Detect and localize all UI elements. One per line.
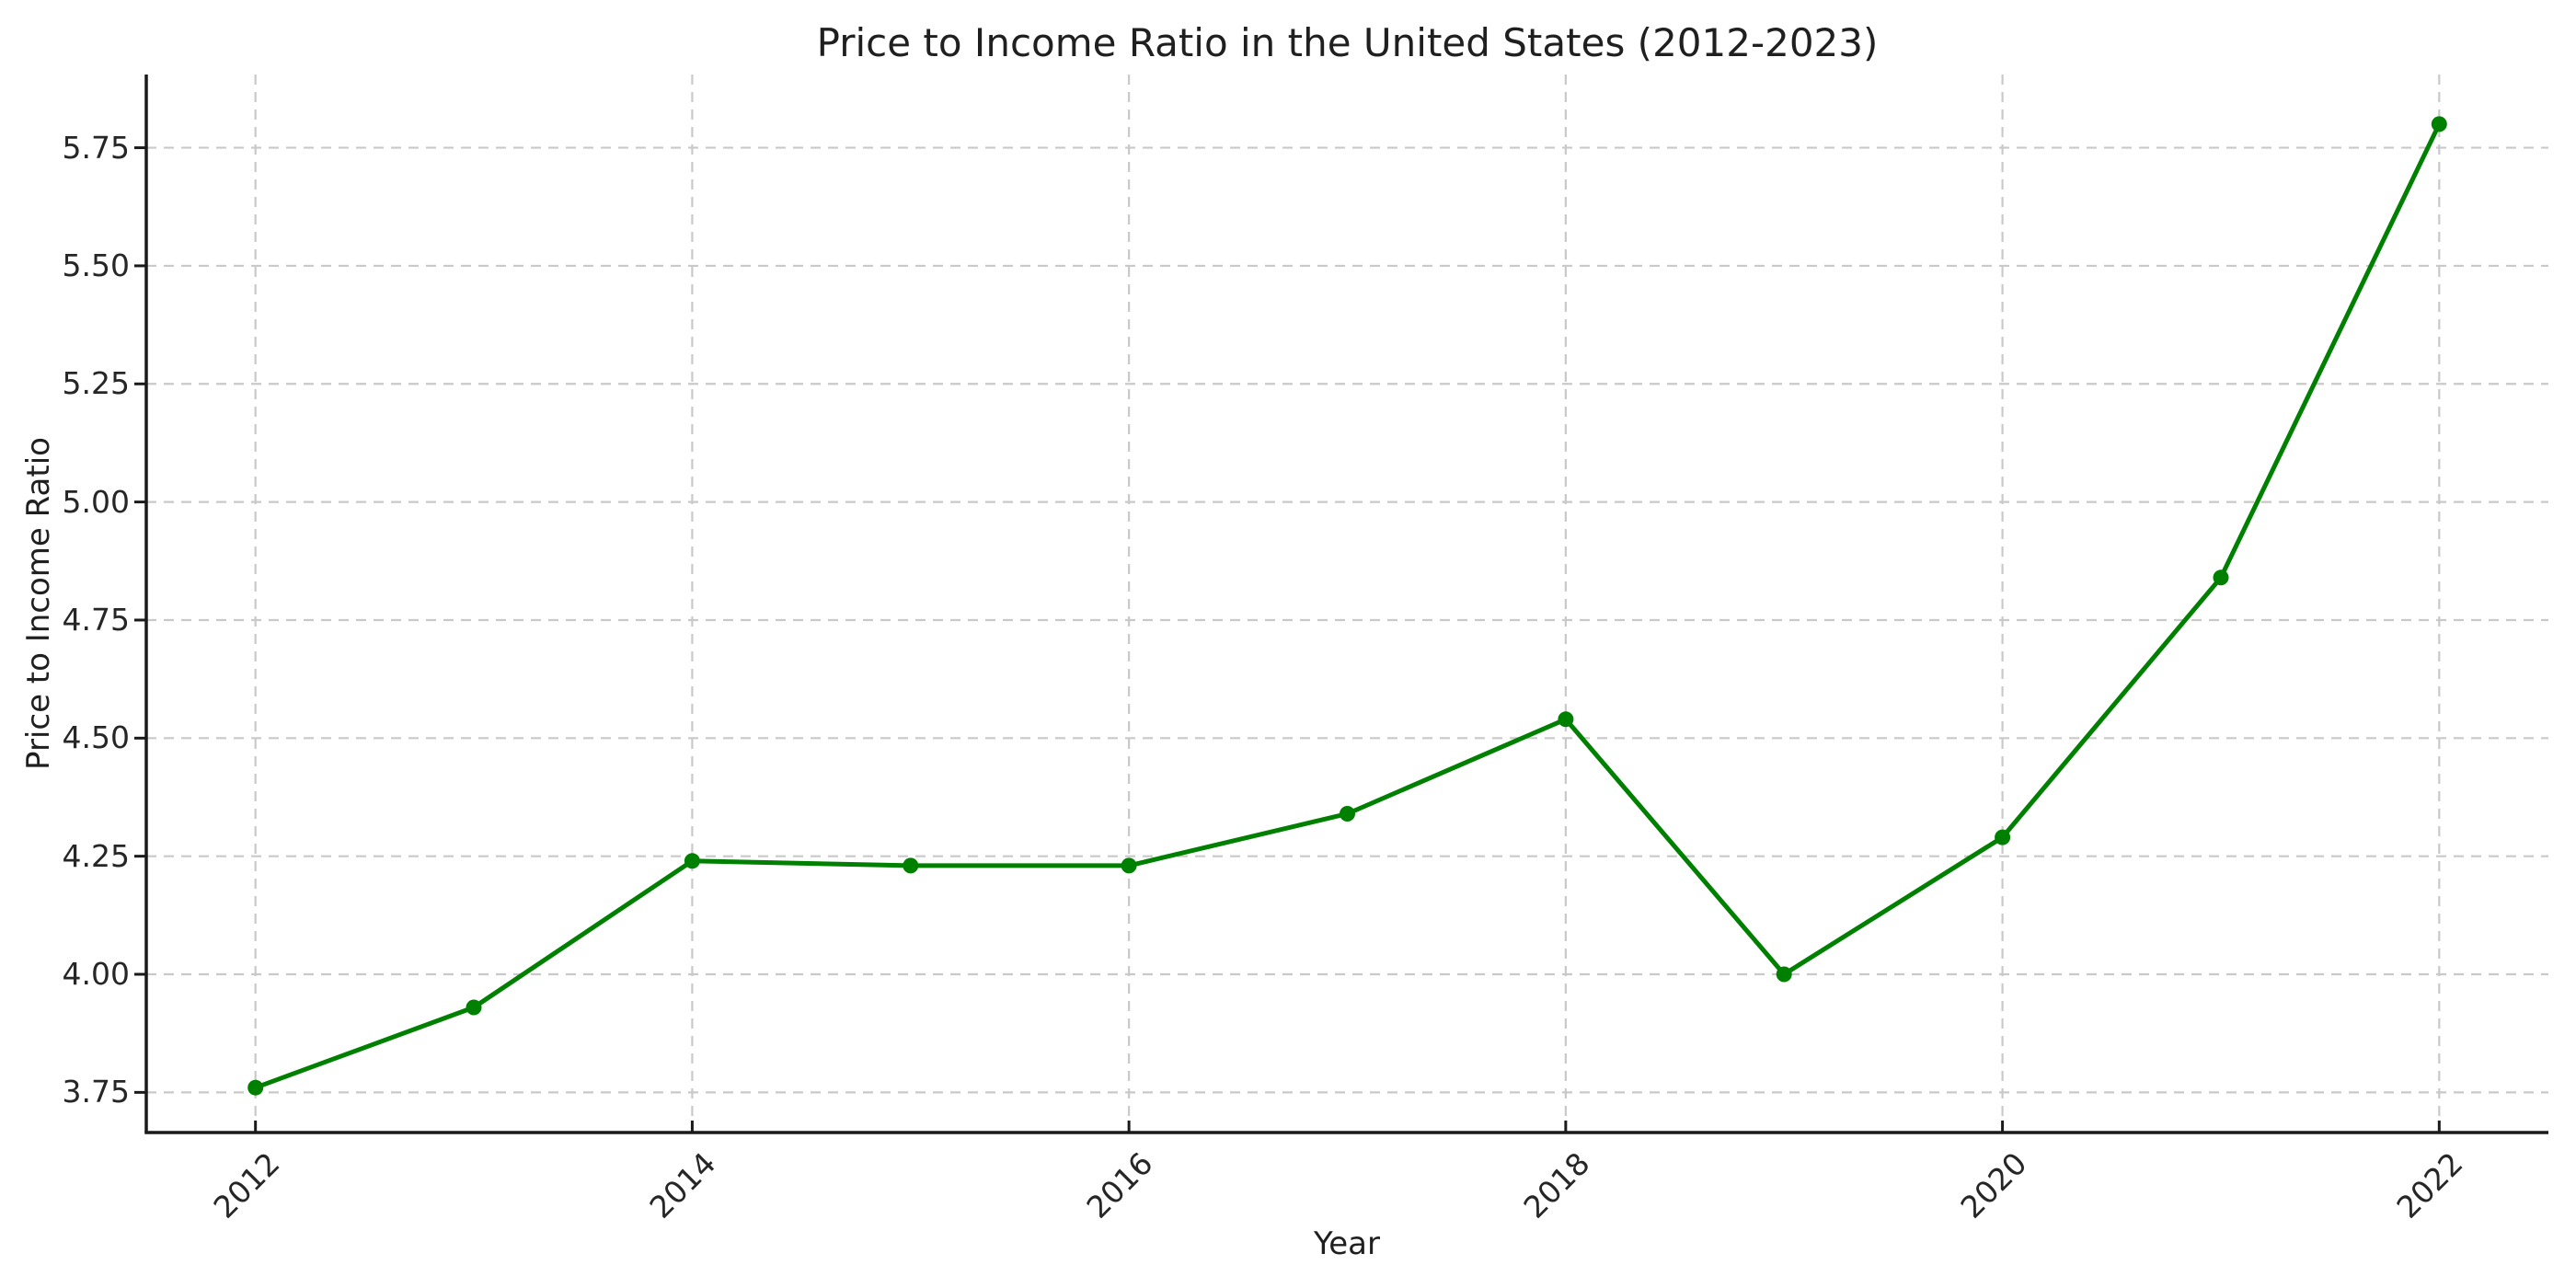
data-point xyxy=(903,857,919,874)
data-line xyxy=(253,121,2442,1090)
data-point xyxy=(1995,829,2011,845)
y-tick-label: 4.00 xyxy=(62,956,130,992)
data-point xyxy=(684,853,700,869)
y-tick-label: 5.25 xyxy=(62,365,130,402)
data-point xyxy=(1121,857,1137,874)
x-axis-label: Year xyxy=(1314,1225,1380,1262)
y-tick-label: 4.50 xyxy=(62,719,130,756)
data-point xyxy=(2431,116,2447,132)
data-point xyxy=(1340,806,1355,822)
y-tick-label: 4.25 xyxy=(62,837,130,874)
data-point xyxy=(247,1079,264,1096)
chart-title: Price to Income Ratio in the United Stat… xyxy=(816,20,1879,65)
data-point xyxy=(1558,711,1574,728)
data-point xyxy=(466,999,482,1016)
data-point xyxy=(2213,569,2229,586)
y-tick-label: 5.50 xyxy=(62,247,130,283)
y-axis-label: Price to Income Ratio xyxy=(20,437,57,770)
data-point xyxy=(1776,966,1792,983)
y-tick-label: 5.00 xyxy=(62,483,130,520)
y-tick-label: 4.75 xyxy=(62,601,130,638)
y-tick-label: 3.75 xyxy=(62,1074,130,1110)
y-tick-label: 5.75 xyxy=(62,129,130,166)
